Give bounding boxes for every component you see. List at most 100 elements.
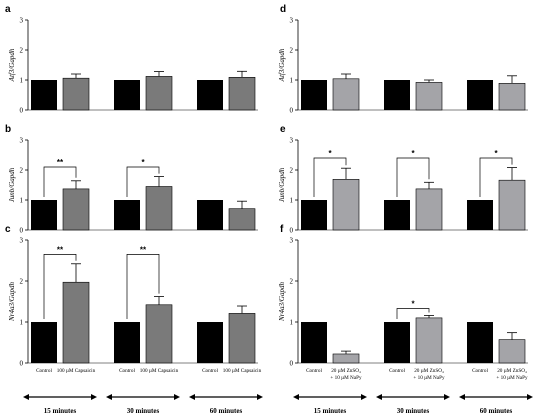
y-axis-label: Nr4a3/Gapdh — [8, 282, 16, 322]
category-label: Control — [36, 368, 52, 374]
y-axis-label: Nr4a3/Gapdh — [278, 282, 286, 322]
y-tick-label: 0 — [20, 107, 24, 115]
category-label: Control — [202, 368, 218, 374]
y-tick-label: 3 — [20, 137, 24, 145]
bar-treated — [498, 339, 526, 364]
significance-bracket — [396, 308, 430, 319]
bar-control — [467, 322, 493, 363]
bar-control — [301, 200, 327, 230]
panel-a: a 0 1 2 3 Atf3/Gapdh — [5, 4, 258, 115]
time-arrow-head-left — [293, 394, 299, 400]
time-arrow-head-right — [91, 394, 97, 400]
y-tick-label: 0 — [290, 227, 294, 235]
bar-treated — [415, 82, 443, 111]
bar-treated — [498, 179, 526, 231]
bar-treated — [145, 304, 173, 364]
category-label: Control — [306, 368, 322, 374]
category-label: + 10 µM NaPy — [330, 375, 362, 381]
significance-bracket — [43, 166, 77, 197]
y-tick-label: 2 — [290, 278, 294, 286]
significance-label: ** — [140, 245, 147, 254]
bar-treated — [332, 353, 360, 364]
time-arrow-head-left — [106, 394, 112, 400]
y-tick-label: 0 — [290, 360, 294, 368]
time-arrow-head-left — [23, 394, 29, 400]
panel-letter: a — [5, 4, 11, 15]
y-tick-label: 0 — [20, 227, 24, 235]
y-tick-label: 1 — [20, 319, 24, 327]
y-axis-label: Junb/Gapdh — [8, 167, 16, 202]
bar-treated — [332, 179, 360, 231]
y-tick-label: 1 — [290, 319, 294, 327]
panel-letter: f — [280, 224, 284, 235]
panel-letter: c — [5, 224, 11, 235]
time-arrow-head-right — [361, 394, 367, 400]
time-arrow-head-left — [376, 394, 382, 400]
significance-bracket — [126, 254, 160, 319]
bar-treated — [415, 317, 443, 364]
y-axis-label: Atf3/Gapdh — [278, 48, 286, 82]
bar-treated — [228, 208, 256, 231]
panel-letter: d — [280, 4, 286, 15]
bar-control — [467, 200, 493, 230]
category-label: Control — [119, 368, 135, 374]
time-arrow-head-right — [174, 394, 180, 400]
y-tick-label: 3 — [290, 17, 294, 25]
category-label: 100 µM Capsaicin — [140, 368, 179, 374]
bar-treated — [332, 78, 360, 111]
significance-bracket — [396, 157, 430, 197]
bar-treated — [62, 281, 90, 364]
y-tick-label: 2 — [20, 278, 24, 286]
time-label: 30 minutes — [127, 407, 160, 415]
panel-d: d 0 1 2 3 Atf3/Gapdh — [278, 4, 528, 115]
significance-label: * — [411, 149, 415, 158]
bar-treated — [228, 77, 256, 111]
y-tick-label: 1 — [290, 197, 294, 205]
time-label: 15 minutes — [314, 407, 347, 415]
time-arrow-head-right — [257, 394, 263, 400]
y-tick-label: 1 — [20, 197, 24, 205]
bar-treated — [145, 186, 173, 231]
time-arrow-head-right — [527, 394, 533, 400]
category-label: + 10 µM NaPy — [496, 375, 528, 381]
category-label: 20 µM ZnSO₄ — [331, 368, 361, 374]
y-tick-label: 3 — [20, 17, 24, 25]
bar-control — [114, 80, 140, 110]
y-axis-label: Junb/Gapdh — [278, 167, 286, 202]
y-tick-label: 3 — [290, 237, 294, 245]
category-label: Control — [472, 368, 488, 374]
significance-bracket — [126, 166, 160, 197]
bar-treated — [498, 83, 526, 111]
y-tick-label: 2 — [20, 47, 24, 55]
y-axis-label: Atf3/Gapdh — [8, 48, 16, 82]
bar-control — [114, 322, 140, 363]
bar-treated — [415, 188, 443, 231]
bar-treated — [228, 313, 256, 364]
bar-treated — [62, 188, 90, 231]
bar-control — [31, 80, 57, 110]
y-tick-label: 2 — [290, 47, 294, 55]
category-label: Control — [389, 368, 405, 374]
y-tick-label: 0 — [290, 107, 294, 115]
time-arrow-head-right — [444, 394, 450, 400]
panel-c: c 0 1 2 3 Nr4a3/Gapdh ** ** Control 100 µM Capsai… — [5, 224, 262, 374]
time-arrow-head-left — [459, 394, 465, 400]
y-tick-label: 1 — [290, 77, 294, 85]
bar-control — [384, 200, 410, 230]
bar-control — [384, 322, 410, 363]
bar-control — [114, 200, 140, 230]
y-tick-label: 2 — [290, 167, 294, 175]
y-tick-label: 2 — [20, 167, 24, 175]
time-label: 15 minutes — [44, 407, 77, 415]
bar-control — [31, 322, 57, 363]
y-tick-label: 0 — [20, 360, 24, 368]
time-label: 30 minutes — [397, 407, 430, 415]
category-label: 20 µM ZnSO₄ — [414, 368, 444, 374]
bar-control — [197, 80, 223, 110]
bar-control — [197, 200, 223, 230]
category-label: 100 µM Capsaicin — [223, 368, 262, 374]
bar-control — [301, 80, 327, 110]
time-label: 60 minutes — [210, 407, 243, 415]
